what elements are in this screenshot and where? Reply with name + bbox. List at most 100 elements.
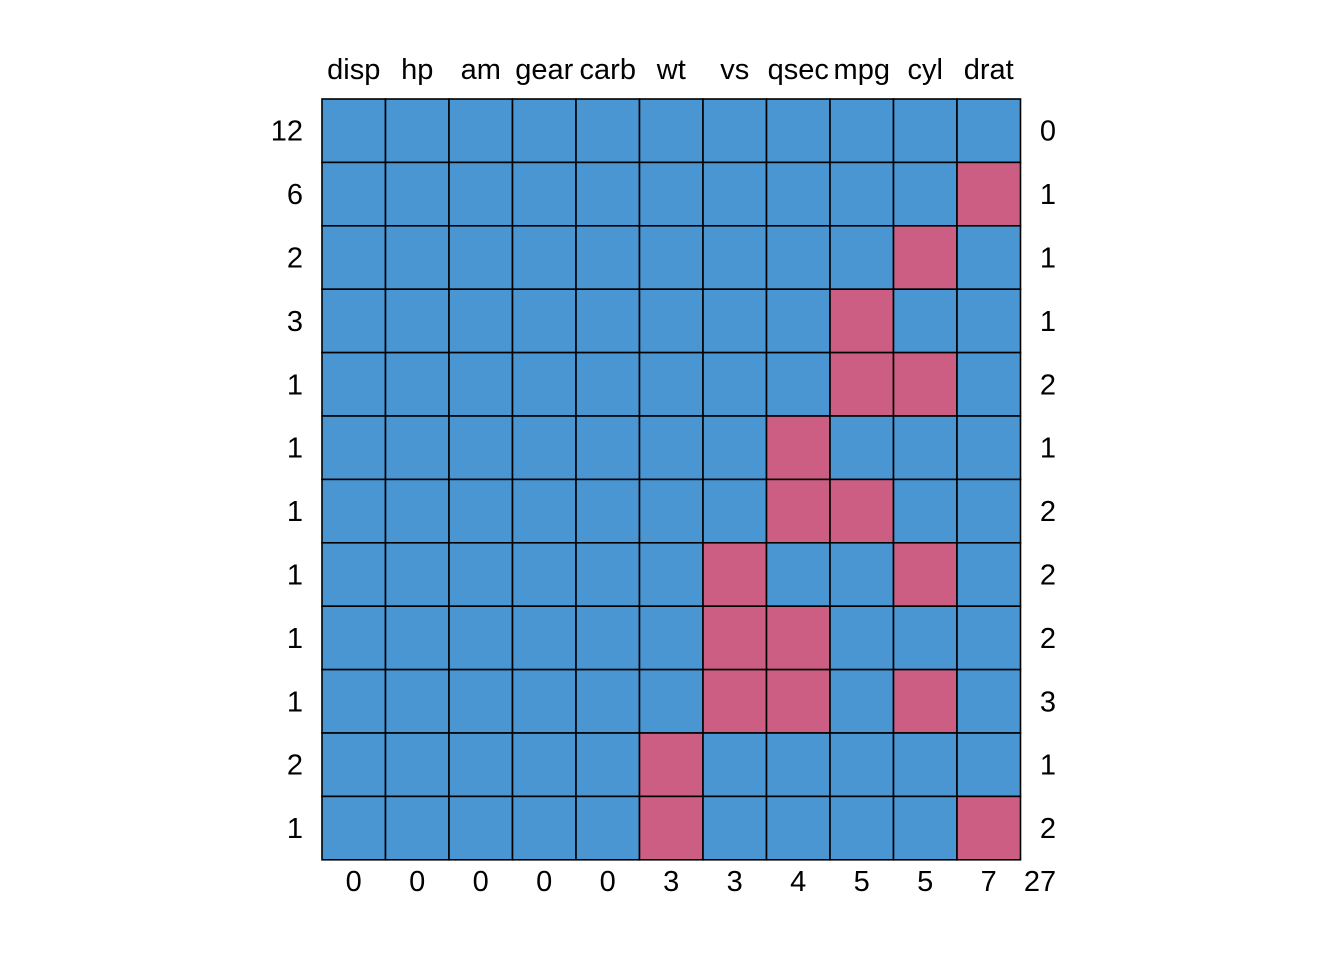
- observed-cell: [511, 795, 577, 861]
- observed-cell: [575, 415, 641, 481]
- row-missing-labels: 0 1 1 1 2 1 2 2 2 3 1 2: [1040, 116, 1056, 845]
- observed-cell: [702, 161, 768, 227]
- observed-cell: [321, 288, 387, 354]
- observed-cell: [448, 351, 514, 417]
- observed-cell: [956, 225, 1022, 291]
- column-missing-label: 0: [409, 866, 425, 898]
- observed-cell: [384, 541, 450, 607]
- observed-cell: [892, 795, 958, 861]
- column-label-carb: carb: [580, 54, 636, 86]
- observed-cell: [575, 288, 641, 354]
- column-label-mpg: mpg: [834, 54, 890, 86]
- column-label-qsec: qsec: [768, 54, 829, 86]
- observed-cell: [829, 98, 895, 164]
- observed-cell: [638, 605, 704, 671]
- missing-cell: [829, 351, 895, 417]
- observed-cell: [638, 415, 704, 481]
- observed-cell: [956, 351, 1022, 417]
- observed-cell: [829, 795, 895, 861]
- observed-cell: [638, 225, 704, 291]
- observed-cell: [511, 415, 577, 481]
- observed-cell: [575, 98, 641, 164]
- observed-cell: [384, 795, 450, 861]
- observed-cell: [956, 668, 1022, 734]
- column-missing-label: 4: [790, 866, 806, 898]
- observed-cell: [384, 478, 450, 544]
- column-label-am: am: [461, 54, 501, 86]
- row-count-label: 2: [287, 750, 303, 782]
- observed-cell: [892, 732, 958, 798]
- row-count-label: 3: [287, 306, 303, 338]
- observed-cell: [765, 795, 831, 861]
- row-count-label: 1: [287, 623, 303, 655]
- observed-cell: [448, 605, 514, 671]
- column-missing-label: 0: [473, 866, 489, 898]
- observed-cell: [511, 98, 577, 164]
- column-missing-label: 3: [727, 866, 743, 898]
- row-missing-label: 1: [1040, 750, 1056, 782]
- missing-cell: [765, 415, 831, 481]
- column-label-drat: drat: [964, 54, 1014, 86]
- observed-cell: [321, 161, 387, 227]
- row-count-label: 1: [287, 496, 303, 528]
- observed-cell: [956, 288, 1022, 354]
- column-label-wt: wt: [656, 54, 686, 86]
- row-count-label: 1: [287, 369, 303, 401]
- missing-cell: [638, 795, 704, 861]
- observed-cell: [321, 351, 387, 417]
- observed-cell: [511, 668, 577, 734]
- observed-cell: [575, 541, 641, 607]
- observed-cell: [765, 541, 831, 607]
- observed-cell: [448, 288, 514, 354]
- observed-cell: [638, 288, 704, 354]
- observed-cell: [511, 288, 577, 354]
- observed-cell: [829, 732, 895, 798]
- row-missing-label: 1: [1040, 433, 1056, 465]
- observed-cell: [511, 605, 577, 671]
- observed-cell: [384, 98, 450, 164]
- observed-cell: [321, 795, 387, 861]
- observed-cell: [448, 415, 514, 481]
- observed-cell: [829, 668, 895, 734]
- observed-cell: [638, 161, 704, 227]
- missing-cell: [892, 668, 958, 734]
- total-missing-label: 27: [1024, 866, 1056, 898]
- row-count-label: 2: [287, 243, 303, 275]
- observed-cell: [765, 288, 831, 354]
- column-missing-label: 5: [917, 866, 933, 898]
- observed-cell: [956, 415, 1022, 481]
- observed-cell: [448, 98, 514, 164]
- observed-cell: [321, 605, 387, 671]
- row-missing-label: 2: [1040, 813, 1056, 845]
- observed-cell: [702, 795, 768, 861]
- observed-cell: [702, 732, 768, 798]
- observed-cell: [511, 478, 577, 544]
- observed-cell: [638, 668, 704, 734]
- observed-cell: [638, 351, 704, 417]
- observed-cell: [892, 288, 958, 354]
- column-missing-label: 7: [981, 866, 997, 898]
- missing-cell: [702, 605, 768, 671]
- observed-cell: [765, 351, 831, 417]
- observed-cell: [892, 161, 958, 227]
- row-count-label: 1: [287, 686, 303, 718]
- observed-cell: [384, 732, 450, 798]
- observed-cell: [575, 605, 641, 671]
- observed-cell: [448, 161, 514, 227]
- observed-cell: [702, 288, 768, 354]
- observed-cell: [575, 161, 641, 227]
- observed-cell: [829, 415, 895, 481]
- observed-cell: [702, 415, 768, 481]
- observed-cell: [511, 161, 577, 227]
- column-label-vs: vs: [720, 54, 749, 86]
- missing-cell: [829, 288, 895, 354]
- observed-cell: [321, 415, 387, 481]
- missing-cell: [829, 478, 895, 544]
- row-missing-label: 2: [1040, 369, 1056, 401]
- observed-cell: [829, 605, 895, 671]
- column-missing-label: 3: [663, 866, 679, 898]
- row-missing-label: 0: [1040, 116, 1056, 148]
- observed-cell: [892, 605, 958, 671]
- observed-cell: [956, 541, 1022, 607]
- observed-cell: [638, 478, 704, 544]
